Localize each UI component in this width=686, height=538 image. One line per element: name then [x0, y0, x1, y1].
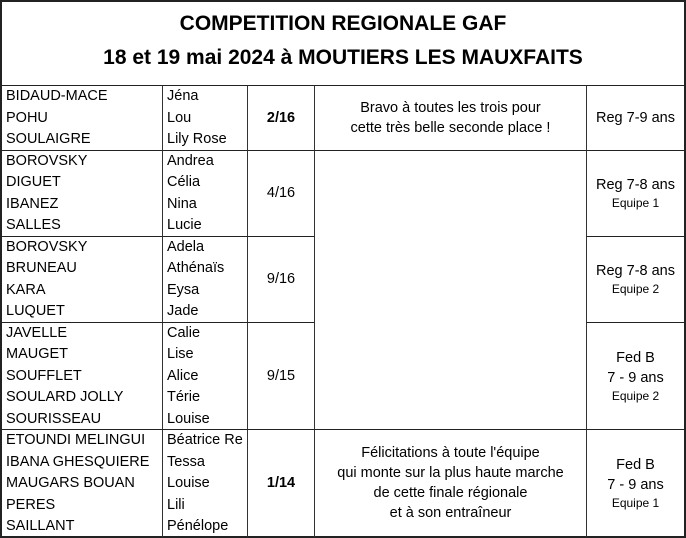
surname: MAUGARS BOUAN: [6, 475, 135, 491]
surname: SALLES: [6, 217, 61, 233]
title: COMPETITION REGIONALE GAF: [179, 12, 507, 35]
comment: et à son entraîneur: [389, 505, 512, 522]
surname: LUQUET: [6, 303, 65, 319]
rank: 9/15: [266, 367, 296, 384]
comment: Félicitations à toute l'équipe: [361, 445, 540, 462]
surname: SOULARD JOLLY: [6, 389, 124, 405]
first-name: Adela: [167, 238, 205, 255]
surname: BRUNEAU: [6, 260, 77, 276]
first-name: Calie: [167, 324, 201, 341]
rank-cell: 2/16: [247, 85, 314, 150]
first-name: Alice: [167, 367, 199, 384]
surname: PERES: [6, 496, 56, 513]
first-name-cell: Andrea Célia Nina Lucie: [162, 149, 247, 236]
first-name: Nina: [167, 195, 197, 212]
category: Reg 7-8 ans: [596, 177, 675, 193]
surname: POHU: [6, 109, 48, 126]
category-cell: Fed B 7 - 9 ans Equipe 1: [586, 429, 684, 537]
first-name-cell: Jéna Lou Lily Rose: [162, 85, 247, 150]
first-name: Andrea: [167, 152, 214, 169]
surname: DIGUET: [6, 174, 61, 190]
first-name: Louise: [167, 475, 210, 491]
first-name: Jéna: [167, 88, 199, 104]
surname: BOROVSKY: [6, 238, 88, 255]
team: Equipe 2: [611, 282, 660, 296]
surname: SOULAIGRE: [6, 131, 91, 147]
surname-cell: BOROVSKY DIGUET IBANEZ SALLES: [2, 149, 162, 236]
surname-cell: BIDAUD-MACE POHU SOULAIGRE: [2, 85, 162, 150]
surname-cell: JAVELLE MAUGET SOUFFLET SOULARD JOLLY SOURIS…: [2, 321, 162, 430]
first-name: Lili: [167, 496, 185, 513]
category: Reg 7-8 ans: [596, 263, 675, 279]
comment: qui monte sur la plus haute marche: [337, 465, 564, 482]
comment-cell: [314, 149, 586, 429]
rank-cell: 4/16: [247, 149, 314, 236]
surname: KARA: [6, 281, 46, 298]
surname: BIDAUD-MACE: [6, 88, 108, 104]
category: 7 - 9 ans: [607, 477, 664, 494]
rank-cell: 9/15: [247, 321, 314, 429]
category: 7 - 9 ans: [607, 369, 664, 386]
first-name: Lily Rose: [167, 131, 227, 147]
first-name: Béatrice Re: [167, 432, 243, 448]
first-name-cell: Adela Athénaïs Eysa Jade: [162, 235, 247, 322]
surname: ETOUNDI MELINGUI: [6, 432, 146, 448]
comment-cell: Bravo à toutes les trois pour cette très …: [314, 85, 586, 150]
team: Equipe 1: [611, 196, 660, 210]
first-name: Pénélope: [167, 518, 229, 534]
comment-cell: Félicitations à toute l'équipe qui monte …: [314, 429, 586, 537]
first-name: Célia: [167, 174, 201, 190]
comment: cette très belle seconde place !: [350, 119, 551, 136]
first-name: Térie: [167, 389, 201, 405]
category: Reg 7-9 ans: [596, 109, 675, 126]
surname: SOURISSEAU: [6, 410, 102, 427]
category-cell: Reg 7-8 ans Equipe 1: [586, 149, 684, 236]
surname-cell: BOROVSKY BRUNEAU KARA LUQUET: [2, 235, 162, 322]
rank-cell: 9/16: [247, 235, 314, 322]
first-name: Eysa: [167, 281, 200, 298]
category-cell: Reg 7-8 ans Equipe 2: [586, 235, 684, 322]
surname: IBANA GHESQUIERE: [6, 453, 150, 470]
surname: BOROVSKY: [6, 152, 88, 169]
first-name: Tessa: [167, 453, 205, 470]
surname: IBANEZ: [6, 195, 59, 212]
rank: 9/16: [266, 271, 296, 287]
rank: 2/16: [266, 109, 296, 126]
category-cell: Fed B 7 - 9 ans Equipe 2: [586, 321, 684, 429]
team: Equipe 2: [611, 388, 660, 403]
first-name: Jade: [167, 303, 199, 319]
category: Fed B: [616, 349, 655, 366]
surname-cell: ETOUNDI MELINGUI IBANA GHESQUIERE MAUGARS …: [2, 429, 162, 537]
first-name: Lucie: [167, 217, 202, 233]
first-name: Athénaïs: [167, 260, 225, 276]
surname: JAVELLE: [6, 324, 67, 341]
category-cell: Reg 7-9 ans: [586, 85, 684, 150]
surname: SAILLANT: [6, 518, 75, 534]
rank-cell: 1/14: [247, 429, 314, 537]
first-name-cell: Béatrice Re Tessa Louise Lili Pénélope: [162, 429, 247, 537]
surname: SOUFFLET: [6, 367, 82, 384]
team: Equipe 1: [611, 496, 660, 511]
category: Fed B: [616, 457, 655, 474]
comment: Bravo à toutes les trois pour: [360, 99, 541, 116]
first-name: Louise: [167, 410, 210, 427]
comment: de cette finale régionale: [373, 485, 528, 502]
first-name: Lou: [167, 109, 192, 126]
surname: MAUGET: [6, 346, 69, 362]
rank: 4/16: [266, 185, 296, 201]
subtitle: 18 et 19 mai 2024 à MOUTIERS LES MAUXFAI…: [103, 46, 583, 69]
first-name-cell: Calie Lise Alice Térie Louise: [162, 321, 247, 429]
rank: 1/14: [266, 475, 296, 492]
first-name: Lise: [167, 346, 194, 362]
